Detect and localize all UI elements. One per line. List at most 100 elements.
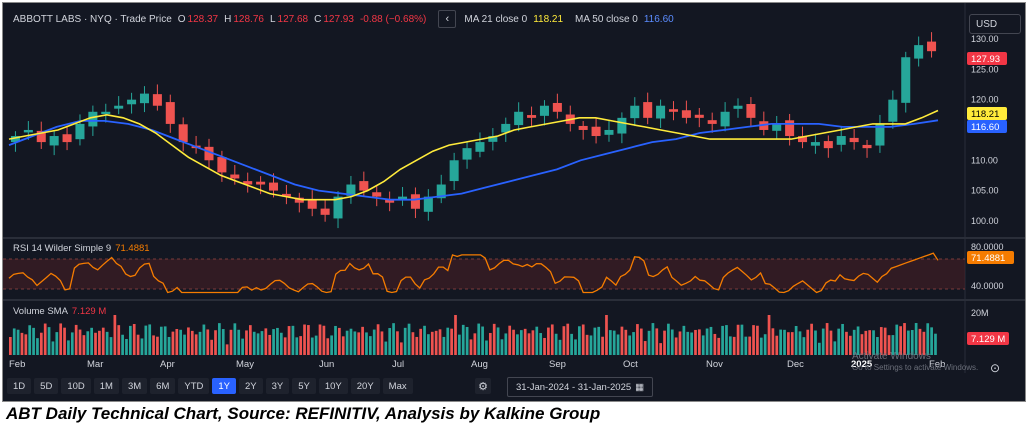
- candle-body: [230, 174, 240, 179]
- time-tick-label: May: [236, 359, 254, 370]
- candle-body: [552, 102, 562, 112]
- range-button-1y[interactable]: 1Y: [212, 378, 236, 394]
- volume-bar: [272, 329, 275, 355]
- volume-bar: [345, 330, 349, 355]
- volume-bar: [210, 339, 213, 355]
- volume-bar: [539, 333, 543, 355]
- volume-bar: [798, 331, 802, 355]
- volume-bar: [171, 331, 175, 355]
- range-button-2y[interactable]: 2Y: [238, 378, 263, 394]
- volume-bar: [307, 325, 310, 355]
- volume-bar: [74, 324, 78, 355]
- volume-bar: [492, 323, 496, 355]
- currency-selector[interactable]: USD: [969, 14, 1021, 34]
- range-button-10y[interactable]: 10Y: [318, 378, 348, 394]
- volume-bar: [670, 329, 674, 355]
- chart-window[interactable]: 130.00125.00120.00115.00110.00105.00100.…: [2, 2, 1026, 402]
- volume-bar: [597, 326, 601, 355]
- volume-bar: [922, 331, 926, 355]
- volume-bar: [338, 327, 341, 355]
- volume-bar: [295, 337, 299, 355]
- volume-bar: [109, 337, 113, 355]
- volume-bar: [709, 326, 713, 355]
- volume-bar: [821, 328, 825, 355]
- volume-bar: [368, 336, 372, 355]
- range-button-1d[interactable]: 1D: [7, 378, 32, 394]
- range-button-1m[interactable]: 1M: [93, 378, 119, 394]
- volume-bar: [910, 330, 914, 355]
- volume-bar: [845, 331, 848, 355]
- volume-bar: [326, 338, 330, 355]
- figure-caption: ABT Daily Technical Chart, Source: REFIN…: [6, 404, 601, 423]
- volume-bar: [36, 338, 39, 355]
- time-tick-label: Dec: [787, 359, 804, 370]
- ma50-label[interactable]: MA 50 close 0: [575, 13, 638, 25]
- volume-bar: [399, 342, 403, 355]
- volume-bar: [202, 324, 206, 355]
- range-button-5y[interactable]: 5Y: [292, 378, 316, 394]
- volume-bar: [423, 325, 426, 355]
- volume-tick-20m: 20M: [971, 308, 989, 318]
- symbol-label[interactable]: ABBOTT LABS · NYQ · Trade Price: [13, 13, 172, 25]
- volume-bar: [469, 339, 473, 355]
- last-price-tag: [967, 52, 1007, 65]
- candle-body: [423, 196, 433, 212]
- volume-bar: [667, 323, 670, 355]
- candle-body: [836, 136, 846, 145]
- volume-bar: [59, 323, 63, 355]
- collapse-legend-button[interactable]: ‹: [438, 10, 457, 28]
- range-button-3y[interactable]: 3Y: [265, 378, 290, 394]
- volume-bar: [771, 328, 775, 355]
- volume-bar: [187, 327, 190, 355]
- volume-bar: [787, 332, 790, 355]
- candle-body: [23, 129, 33, 133]
- volume-bar: [736, 324, 740, 355]
- range-button-10d[interactable]: 10D: [61, 378, 91, 394]
- volume-bar: [585, 334, 589, 355]
- volume-bar: [655, 328, 659, 355]
- volume-bar: [523, 328, 527, 355]
- volume-bar: [430, 331, 434, 355]
- volume-bar: [624, 329, 628, 355]
- volume-bar: [775, 335, 779, 355]
- time-tick-label: Sep: [549, 359, 566, 370]
- volume-bar: [179, 329, 183, 355]
- time-tick-label: Aug: [471, 359, 488, 370]
- volume-bar: [725, 325, 728, 355]
- candle-body: [888, 99, 898, 122]
- range-button-5d[interactable]: 5D: [34, 378, 59, 394]
- volume-bar: [237, 329, 241, 355]
- range-button-3m[interactable]: 3M: [121, 378, 148, 394]
- time-axis: Feb Mar Apr May Jun Jul Aug Sep Oct Nov Dec 2025 Feb: [9, 359, 945, 370]
- volume-bar: [717, 337, 721, 355]
- volume-bar: [252, 331, 256, 355]
- chart-settings-icon[interactable]: ⊙: [989, 361, 1001, 375]
- volume-bar: [248, 325, 252, 355]
- date-range-picker[interactable]: 31-Jan-2024 - 31-Jan-2025 ▦: [507, 377, 654, 397]
- chart-canvas[interactable]: 130.00125.00120.00115.00110.00105.00100.…: [3, 3, 1025, 401]
- gear-icon[interactable]: ⚙: [475, 378, 491, 394]
- range-button-ytd[interactable]: YTD: [178, 378, 210, 394]
- range-button-6m[interactable]: 6M: [150, 378, 176, 394]
- volume-pane-title[interactable]: Volume SMA 7.129 M: [13, 306, 106, 317]
- volume-bar: [531, 330, 535, 355]
- rsi-pane-title[interactable]: RSI 14 Wilder Simple 9 71.4881: [13, 243, 150, 254]
- volume-bar: [589, 335, 593, 355]
- volume-bar: [357, 332, 361, 355]
- volume-bar: [86, 331, 90, 355]
- candle-body: [823, 141, 833, 149]
- range-button-20y[interactable]: 20Y: [350, 378, 380, 394]
- range-button-max[interactable]: Max: [382, 378, 413, 394]
- volume-bar: [434, 330, 438, 355]
- candle-body: [88, 111, 98, 127]
- ma21-label[interactable]: MA 21 close 0: [464, 13, 528, 25]
- candle-body: [101, 111, 111, 115]
- volume-bar: [732, 336, 736, 355]
- volume-bar: [303, 324, 306, 355]
- volume-bar: [159, 326, 163, 355]
- volume-bar: [612, 330, 616, 355]
- price-tick-label: 120.00: [971, 95, 999, 105]
- volume-bar: [848, 335, 852, 355]
- volume-bar: [446, 327, 450, 355]
- volume-bar: [28, 325, 32, 355]
